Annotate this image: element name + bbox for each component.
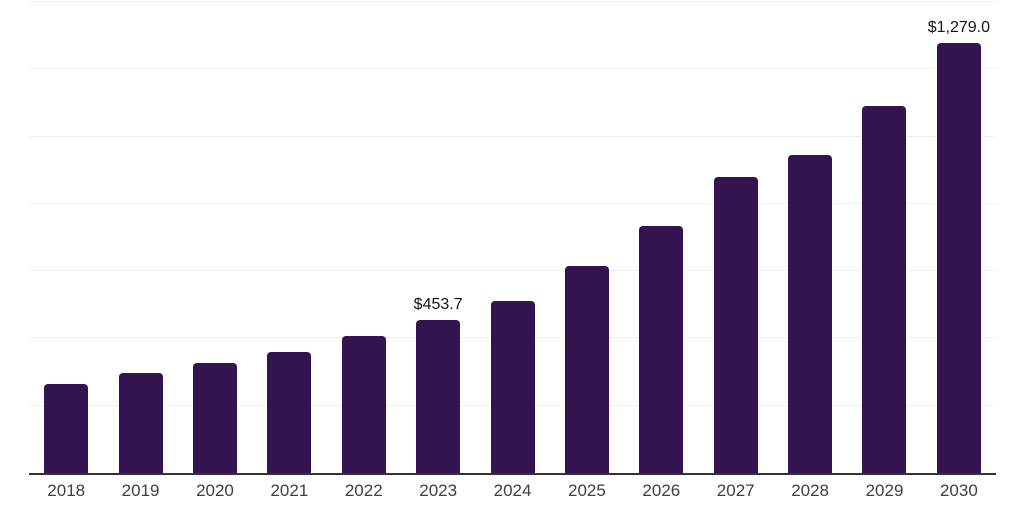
x-tick-label-2021: 2021 [270,481,309,500]
bar-column-2028 [773,2,847,473]
x-tick-label-2022: 2022 [344,481,383,500]
value-label-2023: $453.7 [413,296,463,314]
bar-2025 [564,265,609,473]
bar-2021 [267,351,312,473]
bar-column-2020 [178,2,252,473]
bar-column-2030: $1,279.0 [922,2,996,473]
bar-2022 [341,335,386,473]
bar-column-2018 [29,2,103,473]
bar-2024 [490,300,535,473]
x-tick-label-2024: 2024 [493,481,532,500]
x-tick-label-2018: 2018 [47,481,86,500]
bar-2030 [936,42,981,473]
bar-2027 [713,176,758,473]
value-label-2030: $1,279.0 [927,18,991,36]
x-tick-label-2020: 2020 [196,481,234,500]
x-tick-label-2025: 2025 [568,481,606,500]
gridline [29,270,996,272]
bar-column-2026 [624,2,698,473]
gridline [29,202,996,204]
gridline [29,135,996,137]
gridline [29,1,996,2]
bar-column-2022 [327,2,401,473]
x-tick-label-2019: 2019 [121,481,160,500]
x-axis-labels: 2018 2019 2020 2021 2022 2023 2024 2025 2026 2027… [29,482,996,499]
bar-2018 [44,383,89,473]
bar-2023 [416,320,461,473]
bars-row: $453.7 $1,279.0 [29,2,996,473]
bar-column-2029 [847,2,921,473]
x-tick-label-2029: 2029 [865,481,904,500]
x-axis-line [29,473,996,475]
x-tick-label-2023: 2023 [419,481,458,500]
bar-column-2027 [699,2,773,473]
x-tick-label-2028: 2028 [791,481,830,500]
bar-2020 [192,362,237,473]
bar-column-2021 [252,2,326,473]
gridline [29,68,996,70]
x-tick-label-2027: 2027 [716,481,755,500]
bar-column-2025 [550,2,624,473]
bar-2028 [788,155,833,473]
bar-2019 [118,373,163,473]
bar-column-2023: $453.7 [401,2,475,473]
bar-2026 [639,226,684,473]
bar-2029 [862,105,907,473]
plot-area: $453.7 $1,279.0 [29,1,996,473]
x-tick-label-2030: 2030 [939,481,978,500]
x-tick-label-2026: 2026 [642,481,681,500]
bar-column-2019 [103,2,177,473]
bar-column-2024 [475,2,549,473]
